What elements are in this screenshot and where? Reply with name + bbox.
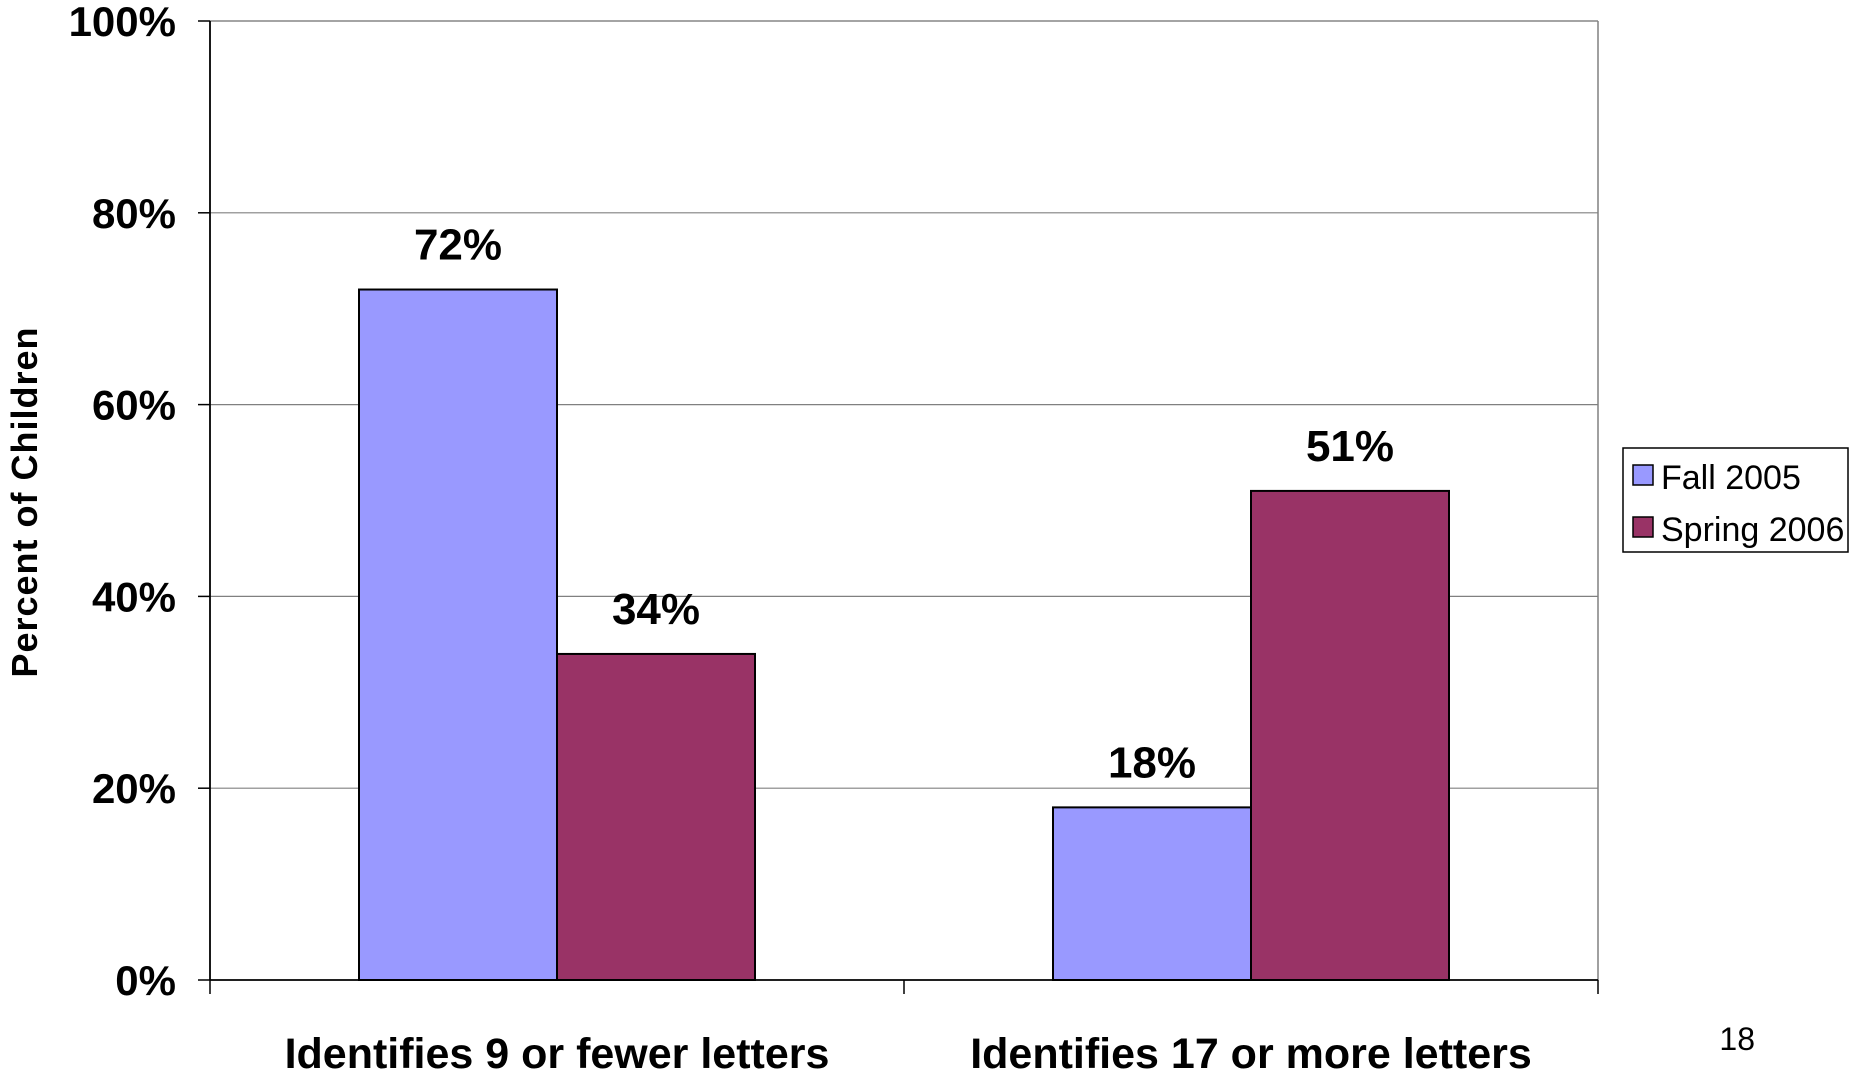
y-axis-label: Percent of Children <box>4 326 45 677</box>
bar <box>556 652 756 981</box>
y-tick-label: 100% <box>69 0 176 45</box>
data-label: 51% <box>1306 422 1394 471</box>
y-tick-label: 60% <box>92 382 176 429</box>
x-category-label: Identifies 9 or fewer letters <box>285 1030 830 1072</box>
x-category-labels: Identifies 9 or fewer letters Identifies … <box>285 1030 1532 1072</box>
page-number: 18 <box>1719 1021 1755 1057</box>
y-tick-label: 80% <box>92 190 176 237</box>
data-label: 18% <box>1108 738 1196 787</box>
y-tick-label: 20% <box>92 765 176 812</box>
legend-swatch-fall-2005 <box>1632 464 1654 486</box>
legend-label-fall-2005: Fall 2005 <box>1661 459 1801 497</box>
legend-frame <box>1622 447 1849 553</box>
bar <box>1052 806 1252 981</box>
y-tick-label: 40% <box>92 573 176 620</box>
y-tick-labels: 0% 20% 40% 60% 80% 100% <box>69 0 176 1004</box>
y-tick-label: 0% <box>115 957 176 1004</box>
data-label: 72% <box>414 221 502 270</box>
legend-label-spring-2006: Spring 2006 <box>1661 511 1844 549</box>
data-label: 34% <box>612 585 700 634</box>
axes <box>198 20 1599 994</box>
data-labels: 72% 34% 18% 51% <box>414 221 1394 788</box>
legend: Fall 2005 Spring 2006 <box>1622 447 1849 553</box>
bar <box>1250 489 1450 981</box>
x-category-label: Identifies 17 or more letters <box>970 1030 1532 1072</box>
bar <box>358 288 558 981</box>
legend-swatch-spring-2006 <box>1632 516 1654 538</box>
bars <box>358 288 1450 981</box>
